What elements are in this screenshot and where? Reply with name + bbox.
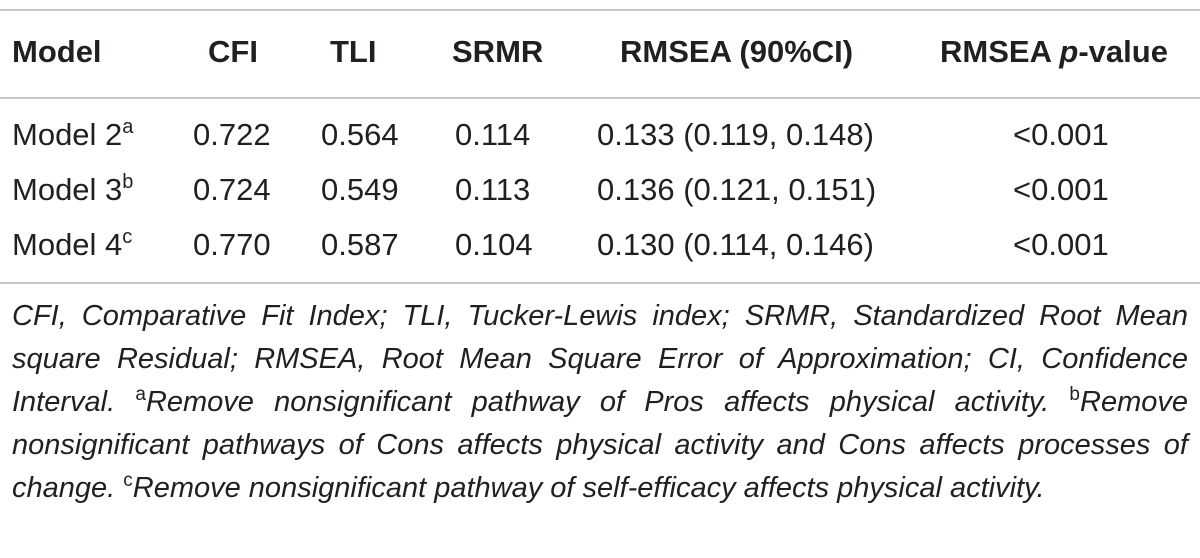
footnote-marker-a: a xyxy=(135,384,146,405)
header-pvalue-italic: p xyxy=(1059,34,1079,69)
cell-rmsea: 0.130 (0.114, 0.146) xyxy=(597,227,874,262)
cell-pvalue: <0.001 xyxy=(1013,227,1109,262)
bottom-rule xyxy=(0,282,1200,284)
header-rmsea: RMSEA (90%CI) xyxy=(620,34,854,69)
footnote-marker-c: c xyxy=(123,470,133,491)
cell-pvalue: <0.001 xyxy=(1013,117,1109,152)
footnote-marker: c xyxy=(122,226,133,248)
footnote-note-c: Remove nonsignificant pathway of self-ef… xyxy=(132,472,1045,504)
cell-model: Model 3b xyxy=(12,172,133,208)
header-tli: TLI xyxy=(330,34,377,69)
cell-model: Model 2a xyxy=(12,117,133,153)
cell-tli: 0.587 xyxy=(321,227,399,262)
header-pvalue-prefix: RMSEA xyxy=(940,34,1060,69)
header-cfi: CFI xyxy=(208,34,258,69)
model-label: Model 4 xyxy=(12,227,123,262)
cell-cfi: 0.770 xyxy=(193,227,271,262)
footnote-note-a: Remove nonsignificant pathway of Pros af… xyxy=(145,386,1070,418)
header-rule xyxy=(0,97,1200,99)
cell-tli: 0.564 xyxy=(321,117,399,152)
header-pvalue-suffix: -value xyxy=(1078,34,1168,69)
cell-rmsea: 0.133 (0.119, 0.148) xyxy=(597,117,874,152)
header-model: Model xyxy=(12,34,102,69)
footnote-marker-b: b xyxy=(1069,384,1080,405)
top-rule xyxy=(0,9,1200,11)
footnote-marker: a xyxy=(122,116,134,138)
header-rmsea-p-value: RMSEA p-value xyxy=(940,34,1168,70)
cell-rmsea: 0.136 (0.121, 0.151) xyxy=(597,172,877,207)
cell-tli: 0.549 xyxy=(321,172,399,207)
model-label: Model 3 xyxy=(12,172,123,207)
cell-srmr: 0.113 xyxy=(455,172,531,207)
cell-cfi: 0.722 xyxy=(193,117,271,152)
model-label: Model 2 xyxy=(12,117,123,152)
cell-srmr: 0.114 xyxy=(455,117,531,152)
header-srmr: SRMR xyxy=(452,34,544,69)
footnote-marker: b xyxy=(122,171,134,193)
table-footnote: CFI, Comparative Fit Index; TLI, Tucker-… xyxy=(12,295,1188,510)
cell-model: Model 4c xyxy=(12,227,132,263)
cell-pvalue: <0.001 xyxy=(1013,172,1109,207)
footnote-note-b: Remove nonsignificant pathways of Cons a… xyxy=(12,386,1188,504)
cell-srmr: 0.104 xyxy=(455,227,533,262)
cell-cfi: 0.724 xyxy=(193,172,271,207)
footnote-abbreviations: CFI, Comparative Fit Index; TLI, Tucker-… xyxy=(12,300,1188,418)
